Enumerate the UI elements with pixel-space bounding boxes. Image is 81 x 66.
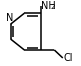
Text: Cl: Cl	[64, 53, 73, 63]
Text: 2: 2	[51, 4, 55, 10]
Text: N: N	[6, 13, 13, 23]
Text: NH: NH	[41, 1, 56, 11]
